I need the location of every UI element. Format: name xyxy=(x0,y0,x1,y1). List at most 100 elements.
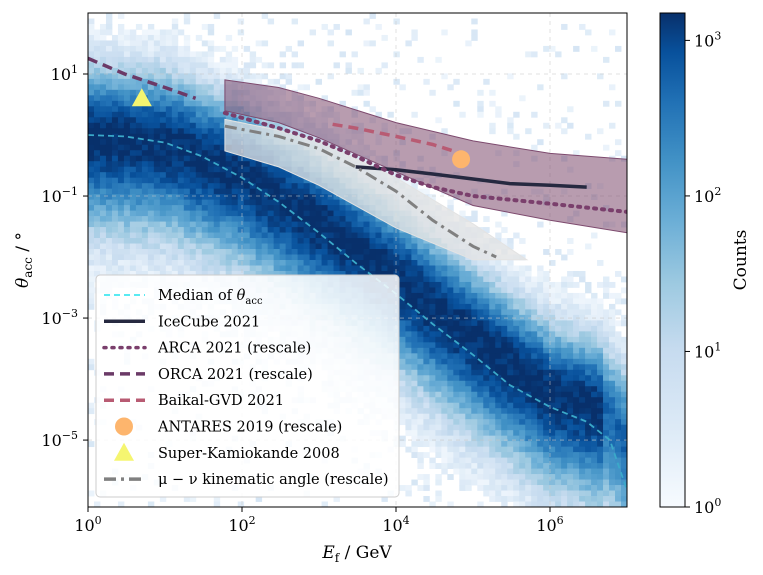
heatmap-cell xyxy=(597,325,604,332)
heatmap-cell xyxy=(285,260,293,266)
heatmap-cell xyxy=(555,391,562,398)
heatmap-cell xyxy=(489,452,496,458)
heatmap-cell xyxy=(327,249,334,255)
heatmap-cell xyxy=(99,56,107,63)
heatmap-cell xyxy=(105,216,113,222)
heatmap-cell xyxy=(459,485,466,491)
heatmap-cell xyxy=(201,216,209,222)
heatmap-cell xyxy=(117,89,125,96)
heatmap-cell xyxy=(207,270,215,277)
heatmap-cell xyxy=(93,501,101,507)
heatmap-cell xyxy=(537,397,544,404)
heatmap-cell xyxy=(561,380,568,387)
heatmap-cell xyxy=(387,254,394,261)
heatmap-cell xyxy=(435,391,442,398)
heatmap-cell xyxy=(585,303,592,310)
heatmap-cell xyxy=(477,413,484,420)
heatmap-cell xyxy=(129,227,137,233)
heatmap-cell xyxy=(213,177,221,184)
heatmap-cell xyxy=(435,265,442,272)
heatmap-cell xyxy=(111,270,119,277)
heatmap-cell xyxy=(471,358,478,365)
heatmap-cell xyxy=(129,29,137,36)
heatmap-cell xyxy=(453,100,460,107)
heatmap-cell xyxy=(405,276,412,283)
heatmap-cell xyxy=(561,496,568,502)
heatmap-cell xyxy=(225,260,233,266)
heatmap-cell xyxy=(117,260,125,266)
heatmap-cell xyxy=(507,386,514,393)
heatmap-cell xyxy=(129,216,137,222)
heatmap-cell xyxy=(531,501,538,507)
heatmap-cell xyxy=(453,281,460,288)
heatmap-cell xyxy=(297,254,304,261)
heatmap-cell xyxy=(231,166,239,173)
heatmap-cell xyxy=(543,270,550,277)
heatmap-cell xyxy=(225,221,233,228)
heatmap-cell xyxy=(567,347,574,354)
heatmap-cell xyxy=(483,463,490,469)
heatmap-cell xyxy=(447,331,454,338)
heatmap-cell xyxy=(363,238,370,244)
heatmap-cell xyxy=(399,254,406,261)
heatmap-cell xyxy=(495,292,502,299)
heatmap-cell xyxy=(141,210,149,217)
heatmap-cell xyxy=(411,347,418,354)
heatmap-cell xyxy=(213,232,221,239)
heatmap-cell xyxy=(531,386,538,393)
heatmap-cell xyxy=(123,227,131,233)
heatmap-cell xyxy=(597,303,604,310)
heatmap-cell xyxy=(225,166,233,173)
heatmap-cell xyxy=(501,265,508,272)
heatmap-cell xyxy=(291,221,299,228)
heatmap-cell xyxy=(249,51,257,58)
heatmap-cell xyxy=(501,441,508,448)
heatmap-cell xyxy=(141,194,149,201)
heatmap-cell xyxy=(147,194,155,201)
heatmap-cell xyxy=(597,446,604,453)
heatmap-cell xyxy=(99,100,107,107)
heatmap-cell xyxy=(213,67,221,74)
heatmap-cell xyxy=(99,106,107,113)
heatmap-cell xyxy=(495,347,502,354)
heatmap-cell xyxy=(513,496,520,502)
series-line xyxy=(332,122,462,156)
heatmap-cell xyxy=(297,270,304,277)
heatmap-cell xyxy=(573,446,580,453)
heatmap-cell xyxy=(537,347,544,354)
heatmap-cell xyxy=(549,292,556,299)
heatmap-cell xyxy=(225,194,233,201)
heatmap-cell xyxy=(501,276,508,283)
heatmap-cell xyxy=(267,188,275,195)
heatmap-cell xyxy=(303,199,310,206)
heatmap-cell xyxy=(207,188,215,195)
heatmap-cell xyxy=(501,485,508,491)
heatmap-cell xyxy=(261,205,269,211)
heatmap-cell xyxy=(315,221,322,228)
heatmap-cell xyxy=(615,369,622,376)
heatmap-cell xyxy=(249,78,257,85)
heatmap-cell xyxy=(129,139,137,146)
heatmap-cell xyxy=(465,292,472,299)
heatmap-cell xyxy=(303,265,310,272)
heatmap-cell xyxy=(411,413,418,420)
heatmap-cell xyxy=(429,369,436,376)
heatmap-cell xyxy=(489,303,496,310)
heatmap-cell xyxy=(459,210,466,217)
heatmap-cell xyxy=(201,139,209,146)
heatmap-cell xyxy=(297,40,304,47)
heatmap-cell xyxy=(177,122,185,129)
heatmap-cell xyxy=(429,298,436,305)
heatmap-cell xyxy=(477,457,484,464)
heatmap-cell xyxy=(429,375,436,382)
heatmap-cell xyxy=(201,210,209,217)
heatmap-cell xyxy=(159,106,167,113)
heatmap-cell xyxy=(525,325,532,332)
heatmap-cell xyxy=(225,232,233,239)
heatmap-cell xyxy=(261,166,269,173)
heatmap-cell xyxy=(111,166,119,173)
heatmap-cell xyxy=(165,188,173,195)
heatmap-cell xyxy=(621,369,627,376)
heatmap-cell xyxy=(93,34,101,41)
heatmap-cell xyxy=(141,260,149,266)
